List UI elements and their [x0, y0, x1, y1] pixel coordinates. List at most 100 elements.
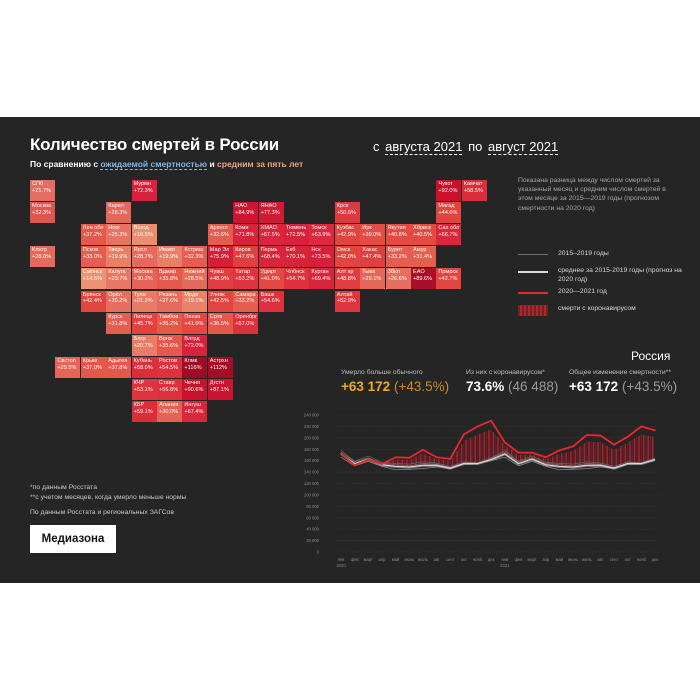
region-tile[interactable]: Ростов +54.5%: [157, 356, 182, 378]
region-tile[interactable]: Клмк +116%: [182, 356, 208, 378]
region-tile[interactable]: Ингуш +67.4%: [182, 401, 208, 422]
region-tile[interactable]: КЧР +53.1%: [131, 378, 157, 400]
region-tile[interactable]: Алт кр +48.8%: [334, 268, 360, 290]
region-value: +28.5%: [184, 276, 204, 283]
region-tile[interactable]: Вдмир +35.8%: [157, 268, 182, 290]
region-tile[interactable]: Ирк +39.0%: [360, 224, 386, 246]
region-tile[interactable]: Мурмн +72.3%: [131, 180, 157, 201]
region-tile[interactable]: Бурят +33.2%: [385, 246, 411, 268]
region-tile[interactable]: Блгр +20.7%: [131, 334, 157, 356]
region-tile[interactable]: Липецк +45.7%: [131, 312, 157, 334]
region-tile[interactable]: Крым +37.0%: [80, 356, 106, 378]
region-tile[interactable]: Мрдв +19.1%: [182, 290, 208, 312]
region-tile[interactable]: Тамбов +35.2%: [157, 312, 182, 334]
region-name: Тыва: [362, 269, 376, 276]
mediazona-logo[interactable]: Медиазона: [30, 525, 116, 553]
region-tile[interactable]: Астрхн +112%: [207, 356, 233, 378]
region-tile[interactable]: Омск +42.0%: [334, 246, 360, 268]
region-tile[interactable]: Чукот +92.0%: [436, 180, 462, 201]
expected-mortality-link[interactable]: ожидаемой смертностью: [100, 159, 208, 170]
region-tile[interactable]: Псков +33.0%: [80, 246, 106, 268]
region-tile[interactable]: Мар Эл +75.9%: [207, 246, 233, 268]
region-tile[interactable]: Камчат +58.5%: [461, 180, 487, 201]
region-tile[interactable]: Брянск +42.4%: [80, 290, 106, 312]
region-tile[interactable]: Нск +73.5%: [309, 246, 335, 268]
region-value: +73.5%: [311, 254, 331, 261]
region-tile[interactable]: Киров +47.6%: [233, 246, 259, 268]
region-tile[interactable]: Крск +50.6%: [334, 202, 360, 224]
region-tile[interactable]: Новг +25.3%: [106, 224, 132, 246]
region-tile[interactable]: Дгстн +87.1%: [207, 378, 233, 400]
region-tile[interactable]: Чувш +48.9%: [207, 268, 233, 290]
region-tile[interactable]: КБР +59.1%: [131, 401, 157, 422]
region-tile[interactable]: Алания +30.0%: [157, 401, 182, 422]
region-tile[interactable]: Самара +33.2%: [233, 290, 259, 312]
region-tile[interactable]: Якутия +40.8%: [385, 224, 411, 246]
region-tile[interactable]: Свстоп +29.5%: [55, 356, 81, 378]
x-tick-label: окт: [461, 557, 467, 562]
region-tile[interactable]: Пенза +41.0%: [182, 312, 208, 334]
actual-point: [613, 443, 615, 446]
region-tile[interactable]: Рязань +27.6%: [157, 290, 182, 312]
region-tile[interactable]: Чечня +90.6%: [182, 378, 208, 400]
region-tile[interactable]: Коми +71.8%: [233, 224, 259, 246]
region-tile[interactable]: Прмрск +42.7%: [436, 268, 462, 290]
region-tile[interactable]: Москва +30.2%: [131, 268, 157, 290]
region-tile[interactable]: Ярсл +28.7%: [131, 246, 157, 268]
period-to-select[interactable]: август 2021: [487, 139, 559, 155]
region-tile[interactable]: Курган +69.4%: [309, 268, 335, 290]
region-tile[interactable]: Амур +31.4%: [411, 246, 436, 268]
region-tile[interactable]: Кстрма +32.3%: [182, 246, 208, 268]
region-tile[interactable]: НАО +84.9%: [233, 202, 259, 224]
region-tile[interactable]: ХМАО +67.5%: [258, 224, 284, 246]
region-tile[interactable]: Архнгл +32.6%: [207, 224, 233, 246]
region-tile[interactable]: Кузбас +42.9%: [334, 224, 360, 246]
region-tile[interactable]: Смлнск +14.5%: [80, 268, 106, 290]
region-tile[interactable]: Томск +63.9%: [309, 224, 335, 246]
region-tile[interactable]: Кубань +58.0%: [131, 356, 157, 378]
region-tile[interactable]: Хакас +47.4%: [360, 246, 386, 268]
region-tile[interactable]: Татар +53.2%: [233, 268, 259, 290]
region-tile[interactable]: Ставр +56.8%: [157, 378, 182, 400]
region-tile[interactable]: Тыва +29.1%: [360, 268, 386, 290]
region-tile[interactable]: СПб +21.7%: [30, 180, 55, 201]
region-tile[interactable]: Лен обл +37.2%: [80, 224, 106, 246]
region-tile[interactable]: Сах обл +66.7%: [436, 224, 462, 246]
region-tile[interactable]: Волгд +16.5%: [131, 224, 157, 246]
region-tile[interactable]: Орёл +26.2%: [106, 290, 132, 312]
region-tile[interactable]: Карел +28.3%: [106, 202, 132, 224]
region-tile[interactable]: Влгрд +72.0%: [182, 334, 208, 356]
region-tile[interactable]: Пермь +68.4%: [258, 246, 284, 268]
region-tile[interactable]: Тюмень +72.5%: [284, 224, 309, 246]
region-tile[interactable]: Тула +21.2%: [131, 290, 157, 312]
region-tile[interactable]: Курск +31.8%: [106, 312, 132, 334]
region-tile[interactable]: Нижний +28.5%: [182, 268, 208, 290]
region-tile[interactable]: Члбнск +54.7%: [284, 268, 309, 290]
region-tile[interactable]: Магад +44.6%: [436, 202, 462, 224]
region-tile[interactable]: Клнгр +28.0%: [30, 246, 55, 268]
region-tile[interactable]: Сртв +36.5%: [207, 312, 233, 334]
region-tile[interactable]: Адыгея +37.8%: [106, 356, 132, 378]
five-year-average-link[interactable]: средним за пять лет: [217, 159, 304, 169]
region-tile[interactable]: Москва +32.3%: [30, 202, 55, 224]
region-tile[interactable]: Улнвк +42.5%: [207, 290, 233, 312]
region-tile[interactable]: Тверь +19.9%: [106, 246, 132, 268]
region-name: Амур: [413, 247, 427, 254]
region-value: +66.7%: [438, 232, 458, 239]
region-value: +58.5%: [463, 187, 483, 194]
region-value: +84.9%: [235, 210, 255, 217]
region-tile[interactable]: Екб +70.1%: [284, 246, 309, 268]
region-tile[interactable]: ЕАО +89.6%: [411, 268, 436, 290]
region-tile[interactable]: Хбрвск +40.5%: [411, 224, 436, 246]
region-tile[interactable]: ЯНАО +77.3%: [258, 202, 284, 224]
region-value: +41.0%: [184, 320, 204, 327]
region-tile[interactable]: Калуга +23.7%: [106, 268, 132, 290]
region-tile[interactable]: Иваво +19.9%: [157, 246, 182, 268]
region-tile[interactable]: Алтай +52.9%: [334, 290, 360, 312]
region-tile[interactable]: Врнж +35.6%: [157, 334, 182, 356]
period-from-select[interactable]: августа 2021: [385, 139, 463, 155]
region-tile[interactable]: Удмрт +41.0%: [258, 268, 284, 290]
region-tile[interactable]: Оренбрг +57.0%: [233, 312, 259, 334]
region-tile[interactable]: Збкл +26.6%: [385, 268, 411, 290]
region-tile[interactable]: Башк +54.6%: [258, 290, 284, 312]
